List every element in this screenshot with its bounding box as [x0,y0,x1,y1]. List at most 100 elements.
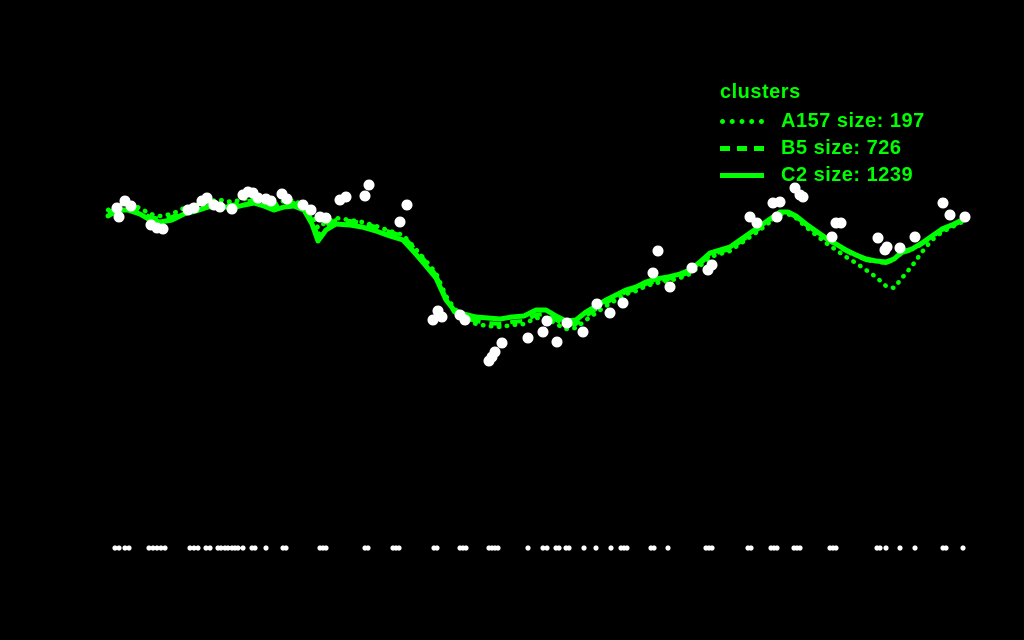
rug-tick [162,545,168,551]
rug-tick [943,545,949,551]
scatter-point [340,191,352,203]
rug-tick [877,545,883,551]
scatter-point [826,231,838,243]
dashed-line-swatch-icon [720,146,764,151]
scatter-point [297,199,309,211]
scatter-point [944,209,956,221]
rug-tick [593,545,599,551]
rug-tick [960,545,966,551]
rug-tick [252,545,258,551]
scatter-point [652,245,664,257]
scatter-point [157,223,169,235]
rug-tick [365,545,371,551]
scatter-point [111,202,123,214]
rug-tick [912,545,918,551]
rug-tick [218,545,224,551]
rug-tick [566,545,572,551]
scatter-point [894,242,906,254]
scatter-point [359,190,371,202]
scatter-point [881,241,893,253]
rug-tick [540,545,546,551]
rug-tick [225,545,231,551]
scatter-point [909,231,921,243]
rug-tick [283,545,289,551]
scatter-point [305,204,317,216]
legend-label-c2: C2 size: 1239 [781,164,914,186]
rug-tick [463,545,469,551]
legend-item-a157: A157 size: 197 [720,108,925,135]
rug-tick [158,545,164,551]
rug-tick [556,545,562,551]
rug-tick [203,545,209,551]
scatter-point [686,262,698,274]
scatter-point [281,193,293,205]
scatter-point [265,195,277,207]
legend-item-c2: C2 size: 1239 [720,162,925,189]
scatter-point [604,307,616,319]
scatter-point [706,259,718,271]
rug-tick [240,545,246,551]
solid-line-swatch-icon [720,173,764,178]
rug-tick [126,545,132,551]
rug-tick [150,545,156,551]
rug-tick [651,545,657,551]
scatter-point [125,200,137,212]
rug-tick [525,545,531,551]
rug-tick [581,545,587,551]
rug-tick [235,545,241,551]
scatter-point [937,197,949,209]
scatter-point [591,298,603,310]
rug-tick [624,545,630,551]
scatter-point [872,232,884,244]
scatter-point [427,314,439,326]
scatter-point [394,216,406,228]
scatter-point [214,201,226,213]
scatter-point [664,281,676,293]
scatter-point [835,217,847,229]
scatter-point [774,196,786,208]
scatter-point [959,211,971,223]
scatter-point [537,326,549,338]
rug-tick [797,545,803,551]
scatter-point [401,199,413,211]
rug-tick [191,545,197,551]
rug-tick [323,545,329,551]
scatter-point [561,317,573,329]
scatter-point [252,192,264,204]
legend-label-a157: A157 size: 197 [781,110,925,132]
legend-item-b5: B5 size: 726 [720,135,925,162]
scatter-point [201,192,213,204]
rug-tick [122,545,128,551]
rug-tick [665,545,671,551]
rug-tick [116,545,122,551]
rug-tick [396,545,402,551]
scatter-point [541,315,553,327]
scatter-point [489,346,501,358]
scatter-point [771,211,783,223]
rug-tick [154,545,160,551]
scatter-point [751,217,763,229]
rug-tick [897,545,903,551]
scatter-point [459,314,471,326]
rug-tick [544,545,550,551]
dotted-line-swatch-icon [720,119,764,124]
scatter-point [113,211,125,223]
rug-tick [833,545,839,551]
scatter-point [320,212,332,224]
rug-tick [774,545,780,551]
scatter-point [617,297,629,309]
rug-tick [883,545,889,551]
rug-tick [263,545,269,551]
scatter-point [226,203,238,215]
legend: clusters A157 size: 197 B5 size: 726 C2 … [720,78,925,189]
scatter-point [188,202,200,214]
scatter-point [577,326,589,338]
cluster-line-c2 [105,200,969,324]
scatter-point [797,191,809,203]
legend-title: clusters [720,81,801,103]
rug-tick [495,545,501,551]
rug-tick [207,545,213,551]
rug-tick [195,545,201,551]
